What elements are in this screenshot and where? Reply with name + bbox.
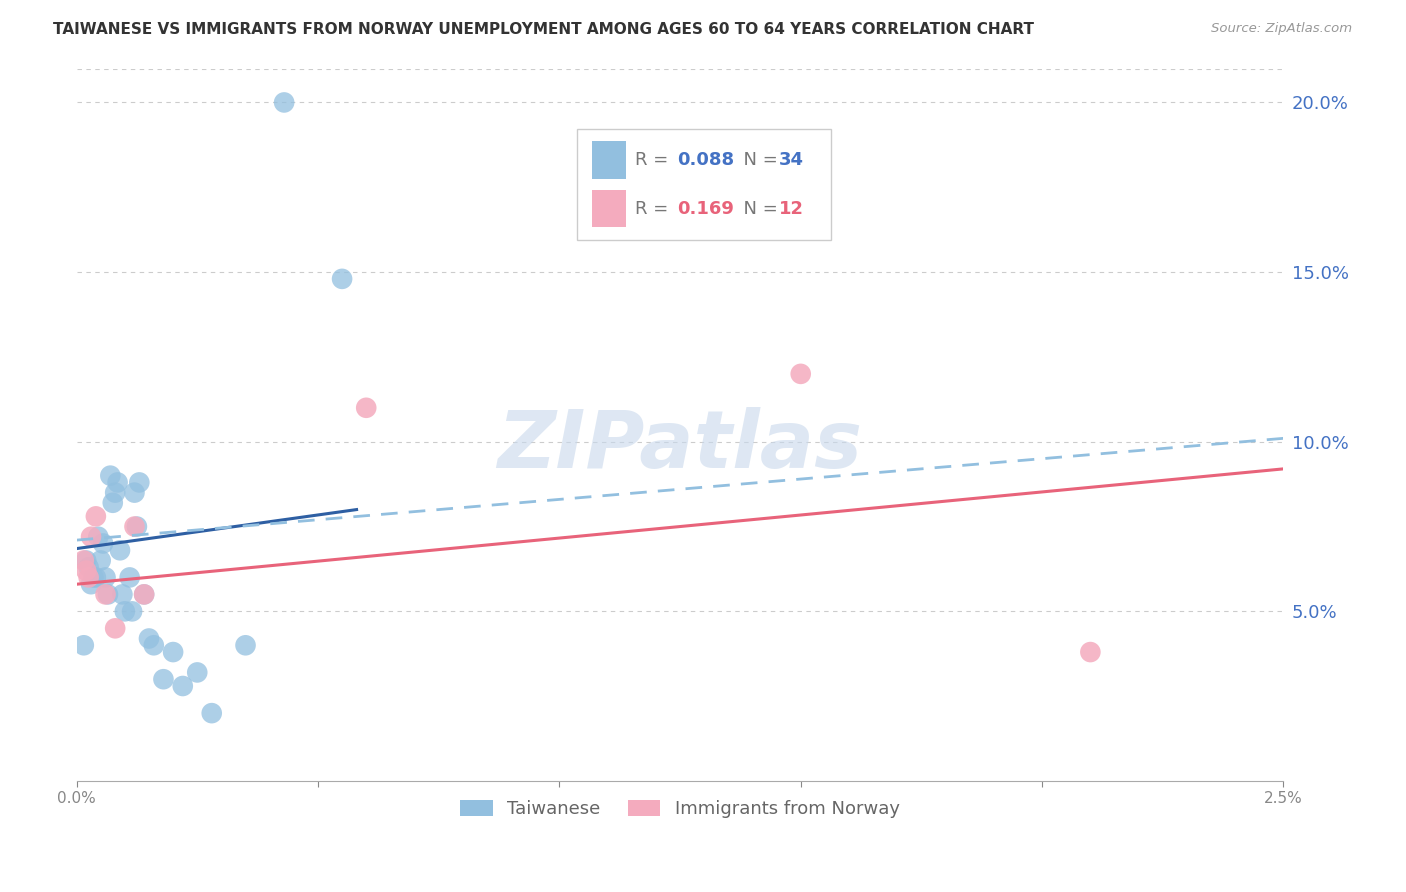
Point bbox=[172, 679, 194, 693]
Point bbox=[84, 509, 107, 524]
Point bbox=[124, 485, 146, 500]
Text: R =: R = bbox=[636, 200, 675, 218]
Point bbox=[330, 272, 353, 286]
Point bbox=[73, 553, 96, 567]
Point bbox=[273, 95, 295, 110]
Text: 0.169: 0.169 bbox=[678, 200, 734, 218]
Point bbox=[162, 645, 184, 659]
Bar bbox=[592, 190, 626, 227]
Point bbox=[80, 530, 103, 544]
Point bbox=[124, 519, 146, 533]
Point bbox=[90, 553, 112, 567]
Point bbox=[94, 587, 117, 601]
Point bbox=[107, 475, 129, 490]
Point bbox=[152, 672, 174, 686]
Point bbox=[77, 570, 100, 584]
Point bbox=[235, 638, 257, 652]
Point bbox=[97, 587, 120, 601]
Point bbox=[118, 570, 141, 584]
Point bbox=[186, 665, 208, 680]
FancyBboxPatch shape bbox=[578, 129, 831, 240]
Point bbox=[98, 468, 121, 483]
Legend: Taiwanese, Immigrants from Norway: Taiwanese, Immigrants from Norway bbox=[453, 793, 907, 825]
Point bbox=[101, 496, 124, 510]
Point bbox=[87, 530, 110, 544]
Point bbox=[134, 587, 156, 601]
Point bbox=[1080, 645, 1102, 659]
Point bbox=[121, 604, 143, 618]
Point bbox=[73, 638, 96, 652]
Point bbox=[201, 706, 224, 720]
Point bbox=[354, 401, 377, 415]
Point bbox=[114, 604, 136, 618]
Point bbox=[104, 621, 127, 635]
Point bbox=[80, 577, 103, 591]
Text: TAIWANESE VS IMMIGRANTS FROM NORWAY UNEMPLOYMENT AMONG AGES 60 TO 64 YEARS CORRE: TAIWANESE VS IMMIGRANTS FROM NORWAY UNEM… bbox=[53, 22, 1035, 37]
Point bbox=[142, 638, 165, 652]
Text: N =: N = bbox=[733, 200, 783, 218]
Text: Source: ZipAtlas.com: Source: ZipAtlas.com bbox=[1212, 22, 1353, 36]
Point bbox=[138, 632, 160, 646]
Bar bbox=[592, 142, 626, 178]
Point bbox=[75, 564, 97, 578]
Point bbox=[84, 570, 107, 584]
Point bbox=[94, 570, 117, 584]
Point bbox=[111, 587, 134, 601]
Text: R =: R = bbox=[636, 151, 675, 169]
Point bbox=[104, 485, 127, 500]
Text: N =: N = bbox=[733, 151, 783, 169]
Point bbox=[75, 553, 97, 567]
Text: 12: 12 bbox=[779, 200, 804, 218]
Point bbox=[82, 570, 104, 584]
Point bbox=[134, 587, 156, 601]
Text: 34: 34 bbox=[779, 151, 804, 169]
Point bbox=[77, 560, 100, 574]
Text: 0.088: 0.088 bbox=[678, 151, 735, 169]
Point bbox=[91, 536, 114, 550]
Point bbox=[789, 367, 811, 381]
Point bbox=[128, 475, 150, 490]
Point bbox=[108, 543, 131, 558]
Point bbox=[125, 519, 148, 533]
Text: ZIPatlas: ZIPatlas bbox=[498, 407, 862, 485]
